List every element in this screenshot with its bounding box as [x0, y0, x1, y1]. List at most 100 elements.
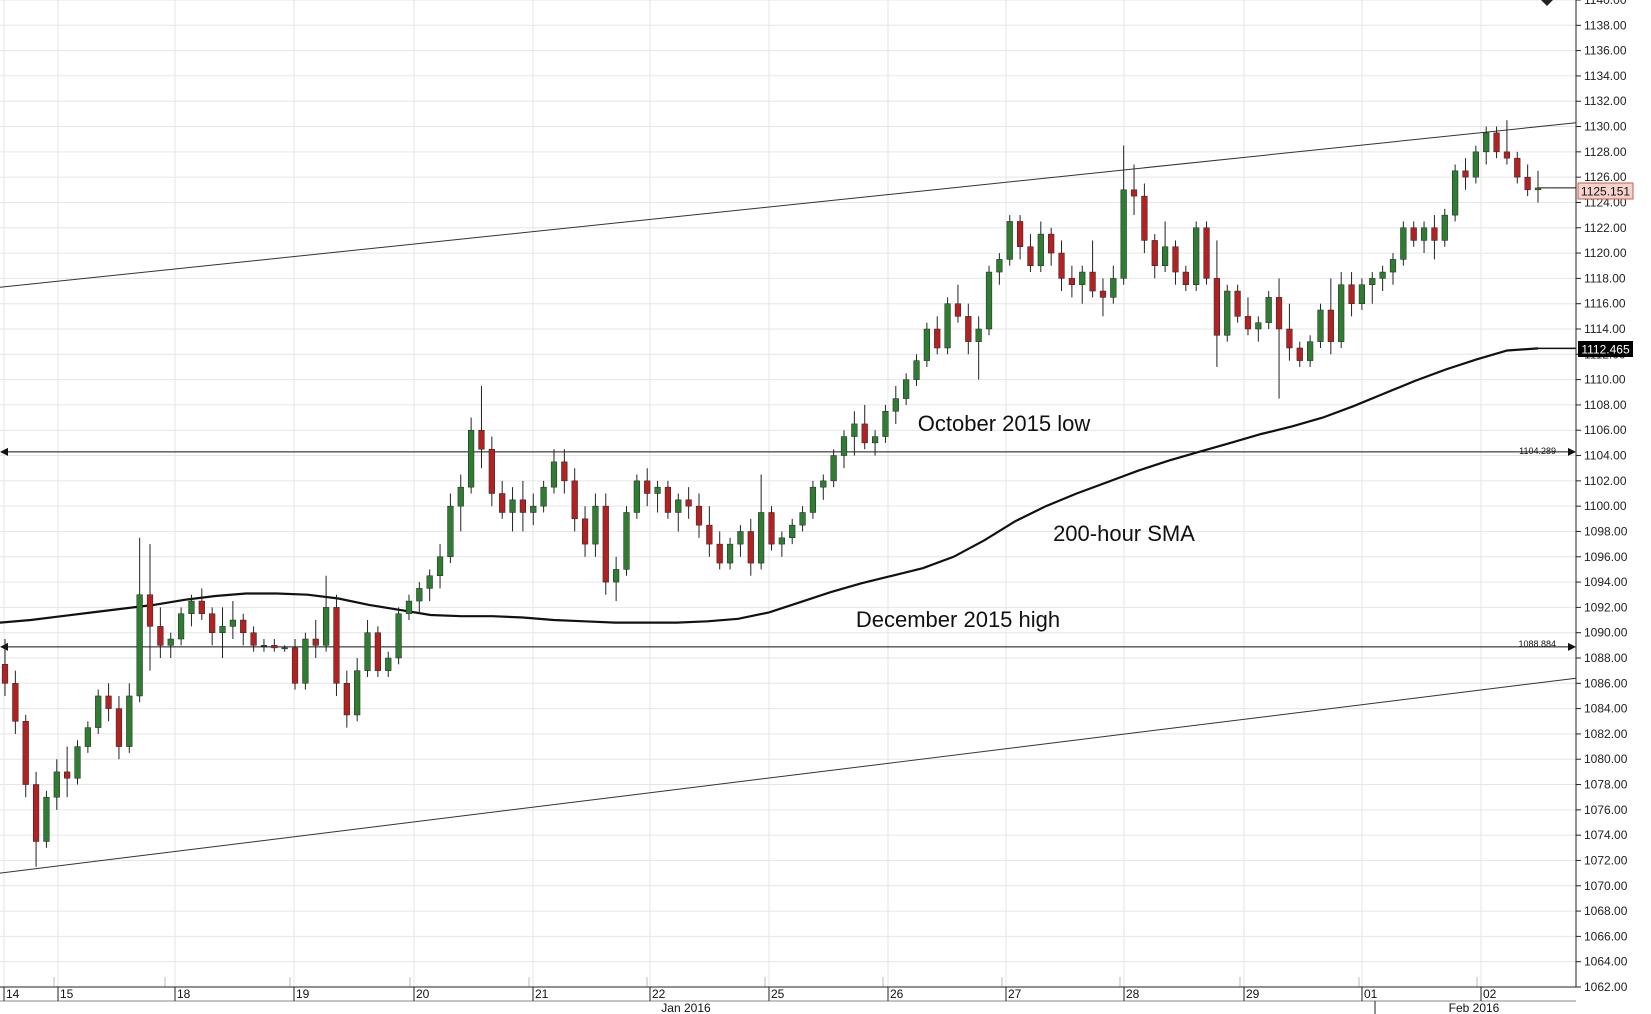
sma-path: [0, 347, 1539, 624]
current-price-box: [1577, 182, 1634, 200]
candle: [1317, 303, 1324, 348]
candle-body: [820, 480, 827, 488]
candle: [923, 322, 930, 367]
candle-body: [426, 575, 433, 589]
candle-body: [1389, 259, 1397, 273]
candle: [1503, 120, 1511, 165]
candle: [737, 525, 744, 557]
candle: [830, 449, 837, 488]
candle: [1110, 265, 1117, 304]
arrow-right-icon: [1568, 642, 1576, 651]
candle: [1410, 221, 1417, 247]
candle: [1524, 164, 1531, 197]
candle-body: [74, 746, 81, 779]
candle-body: [861, 423, 868, 444]
candle-body: [405, 600, 413, 614]
y-tick-label: 1070.00: [1584, 879, 1628, 893]
candle-body: [1048, 233, 1055, 254]
y-tick-label: 1078.00: [1584, 778, 1628, 792]
candle: [1068, 265, 1075, 298]
candle: [84, 721, 91, 753]
candle-body: [1255, 322, 1262, 330]
candle: [1120, 145, 1127, 285]
y-tick-label: 1082.00: [1584, 727, 1628, 741]
y-tick-label: 1066.00: [1584, 929, 1628, 943]
x-month-label: Feb 2016: [1449, 1001, 1500, 1014]
candle: [1286, 303, 1293, 361]
y-tick-label: 1092.00: [1584, 600, 1628, 614]
candle: [281, 645, 288, 652]
candle: [499, 480, 506, 519]
candle: [809, 480, 817, 519]
candle: [706, 506, 713, 557]
y-tick-label: 1098.00: [1584, 524, 1628, 538]
candle: [613, 556, 620, 602]
candle-body: [799, 512, 806, 526]
current-price-value: 1125.151: [1581, 185, 1630, 199]
candle-body: [913, 360, 920, 380]
candle-body: [1193, 227, 1200, 285]
sma-label: 200-hour SMA: [1053, 521, 1195, 546]
y-tick-label: 1136.00: [1584, 44, 1627, 58]
candle: [934, 316, 941, 355]
candle: [1, 639, 9, 696]
x-tick-label: 15: [60, 987, 74, 1001]
candle-body: [1068, 278, 1075, 285]
candle-body: [685, 499, 692, 507]
candle: [343, 670, 350, 728]
candle: [146, 544, 154, 671]
candle-body: [177, 613, 185, 640]
candle-body: [12, 683, 19, 722]
candle: [229, 601, 236, 640]
candle: [820, 474, 827, 500]
candle-body: [789, 524, 796, 539]
y-tick-label: 1116.00: [1584, 297, 1626, 311]
candle: [1099, 278, 1107, 317]
candle: [654, 480, 661, 513]
x-tick-label: 25: [771, 987, 785, 1001]
arrow-left-icon: [0, 642, 8, 651]
candle: [1420, 221, 1428, 254]
y-tick-label: 1096.00: [1584, 550, 1628, 564]
candle-body: [519, 499, 527, 513]
candle: [1079, 265, 1086, 304]
candle: [250, 626, 257, 652]
y-tick-label: 1132.00: [1584, 94, 1627, 108]
candle: [136, 537, 143, 703]
candle: [302, 632, 309, 690]
candle-body: [871, 436, 879, 444]
october-low-value: 1104.289: [1519, 446, 1556, 456]
candle-body: [53, 771, 60, 798]
candle: [1400, 221, 1407, 266]
candle: [32, 771, 40, 867]
candle: [1275, 278, 1283, 399]
candle: [385, 651, 392, 677]
candle-body: [571, 480, 578, 520]
candle-body: [1244, 316, 1252, 330]
candle-body: [1151, 240, 1158, 266]
candle-body: [312, 638, 319, 646]
candle: [1234, 284, 1241, 323]
candle-body: [115, 708, 123, 747]
candle-body: [664, 486, 672, 513]
candle: [64, 746, 71, 798]
x-tick-label: 29: [1246, 987, 1260, 1001]
y-tick-label: 1128.00: [1584, 145, 1627, 159]
candle-body: [1016, 221, 1024, 247]
candle-body: [726, 543, 734, 564]
arrow-left-icon: [0, 447, 8, 456]
x-tick-label: 19: [296, 987, 310, 1001]
candle-body: [271, 645, 278, 649]
candle-body: [633, 480, 640, 513]
sma-200-line: [0, 187, 1576, 624]
candle: [892, 385, 899, 424]
candle-body: [281, 647, 288, 650]
candle: [561, 449, 568, 494]
candle-body: [758, 512, 765, 564]
candle-body: [457, 486, 464, 507]
candle: [623, 506, 630, 576]
candle-body: [343, 683, 350, 716]
candle: [1141, 183, 1148, 254]
candle-body: [540, 486, 547, 507]
candle-body: [654, 486, 661, 494]
